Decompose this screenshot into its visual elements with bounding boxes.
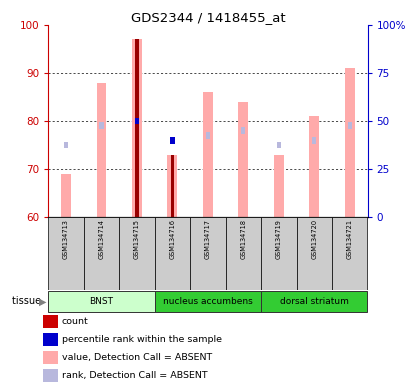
Bar: [345, 68, 355, 217]
Text: GSM134720: GSM134720: [311, 219, 317, 259]
Bar: [261, 291, 368, 312]
Bar: [203, 92, 213, 217]
Bar: [170, 137, 175, 144]
Bar: [43, 369, 58, 382]
Bar: [310, 116, 319, 217]
Bar: [43, 315, 58, 328]
Bar: [43, 333, 58, 346]
Text: GSM134719: GSM134719: [276, 219, 282, 259]
Bar: [64, 142, 68, 148]
Bar: [190, 217, 226, 290]
Bar: [100, 122, 104, 129]
Text: value, Detection Call = ABSENT: value, Detection Call = ABSENT: [62, 353, 212, 362]
Bar: [119, 217, 155, 290]
Bar: [155, 291, 261, 312]
Text: GSM134717: GSM134717: [205, 219, 211, 259]
Bar: [168, 154, 177, 217]
Bar: [332, 217, 368, 290]
Title: GDS2344 / 1418455_at: GDS2344 / 1418455_at: [131, 11, 285, 24]
Bar: [43, 351, 58, 364]
Text: tissue: tissue: [12, 296, 44, 306]
Bar: [206, 132, 210, 139]
Bar: [132, 39, 142, 217]
Bar: [239, 102, 248, 217]
Bar: [48, 291, 155, 312]
Text: ▶: ▶: [39, 296, 46, 306]
Bar: [297, 217, 332, 290]
Text: GSM134718: GSM134718: [240, 219, 247, 259]
Bar: [48, 217, 84, 290]
Text: GSM134715: GSM134715: [134, 219, 140, 259]
Bar: [61, 174, 71, 217]
Bar: [277, 142, 281, 148]
Text: nucleus accumbens: nucleus accumbens: [163, 297, 253, 306]
Bar: [97, 83, 106, 217]
Bar: [135, 39, 139, 217]
Bar: [155, 217, 190, 290]
Text: dorsal striatum: dorsal striatum: [280, 297, 349, 306]
Text: GSM134721: GSM134721: [347, 219, 353, 259]
Text: GSM134713: GSM134713: [63, 219, 69, 259]
Text: rank, Detection Call = ABSENT: rank, Detection Call = ABSENT: [62, 371, 207, 380]
Bar: [274, 154, 284, 217]
Bar: [241, 127, 246, 134]
Text: count: count: [62, 317, 89, 326]
Text: GSM134716: GSM134716: [169, 219, 176, 259]
Bar: [348, 122, 352, 129]
Bar: [171, 154, 174, 217]
Bar: [84, 217, 119, 290]
Bar: [261, 217, 297, 290]
Text: percentile rank within the sample: percentile rank within the sample: [62, 335, 222, 344]
Text: BNST: BNST: [89, 297, 113, 306]
Text: GSM134714: GSM134714: [99, 219, 105, 259]
Bar: [135, 118, 139, 124]
Bar: [226, 217, 261, 290]
Bar: [312, 137, 316, 144]
